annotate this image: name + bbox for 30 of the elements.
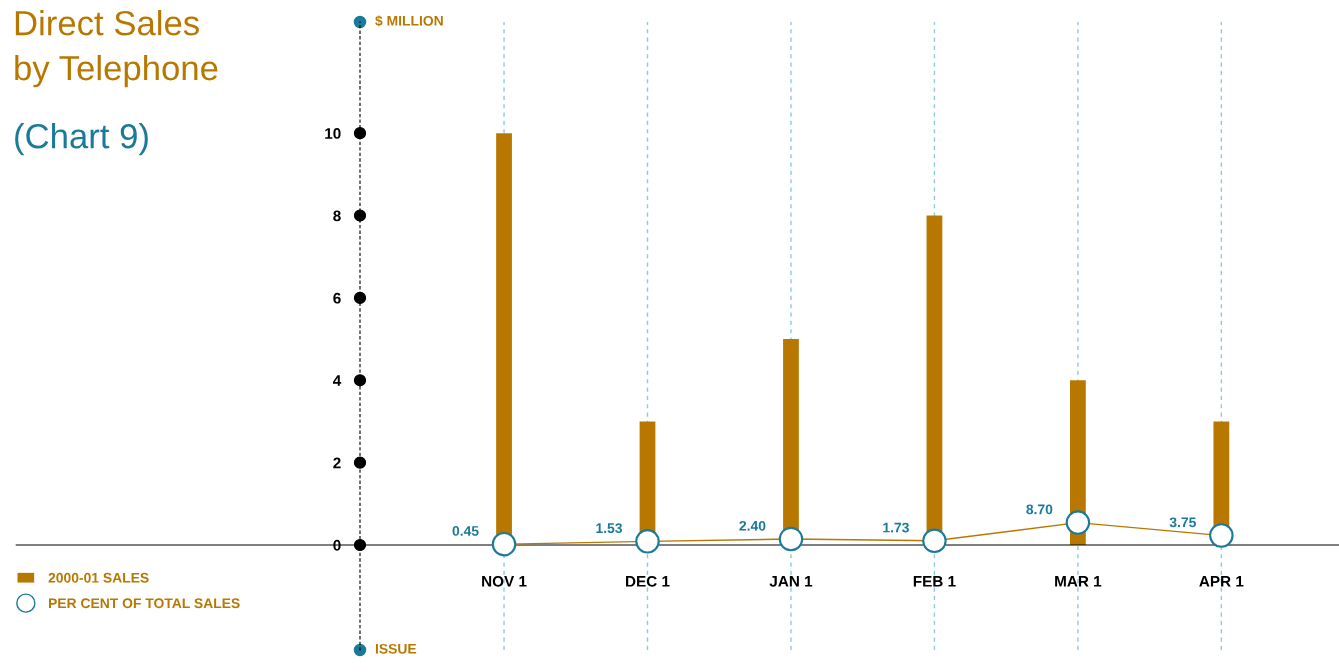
point [922, 528, 947, 554]
point [491, 531, 517, 557]
legend-label: PER CENT OF TOTAL SALES [48, 598, 240, 609]
data-label: 2.40 [739, 520, 766, 531]
point [778, 526, 804, 552]
text: Direct Sales by Telephone [15, 10, 218, 88]
y-tick-label: 2 [333, 457, 341, 469]
x-tick-label: APR 1 [1199, 576, 1244, 587]
x-tick-label: NOV 1 [482, 575, 527, 587]
data-label: 3.75 [1169, 517, 1196, 528]
point [1209, 523, 1234, 548]
point [635, 529, 660, 554]
x-tick-label: JAN 1 [769, 576, 813, 587]
y-tick-label: 0 [333, 539, 341, 551]
y-axis-title: $ MILLION [375, 15, 443, 27]
x-tick-label: MAR 1 [1055, 576, 1102, 587]
point [1065, 510, 1091, 535]
y-tick-label: 4 [332, 375, 342, 386]
data-label: 1.53 [596, 523, 622, 534]
x-tick-label: DEC 1 [626, 575, 670, 587]
legend-label: 2000-01 SALES [48, 572, 149, 583]
y-tick-label: 10 [325, 128, 341, 139]
text: (Chart 9) [15, 123, 148, 156]
data-label: 1.73 [883, 522, 909, 533]
x-axis-title: ISSUE [375, 643, 417, 654]
y-tick-label: 6 [333, 292, 341, 304]
x-tick-label: FEB 1 [913, 576, 956, 587]
data-label: 8.70 [1026, 504, 1053, 515]
data-label: 0.45 [452, 526, 479, 536]
y-tick-label: 8 [333, 210, 341, 222]
